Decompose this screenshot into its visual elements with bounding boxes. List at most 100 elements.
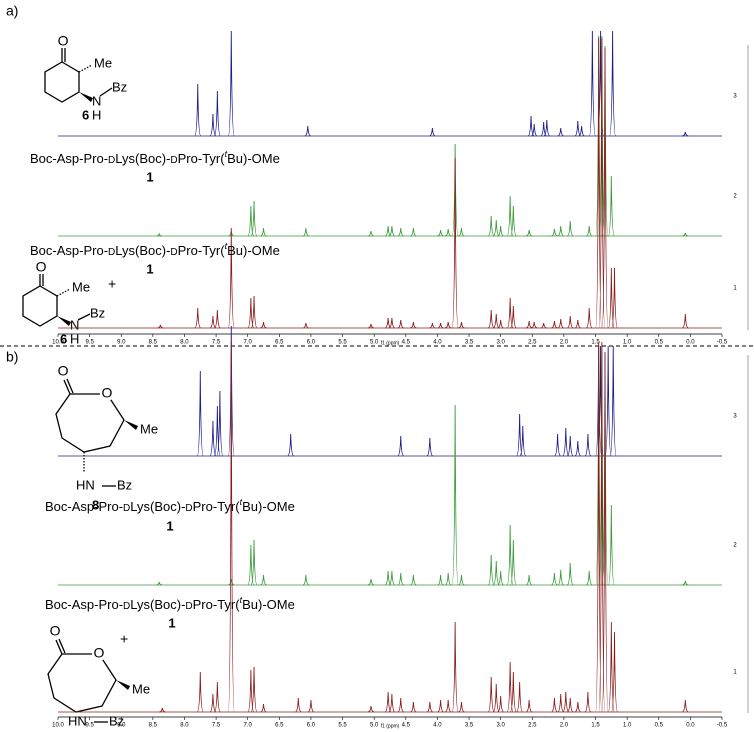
x-tick-label: 9.0 xyxy=(117,723,126,729)
compound-number: 6 xyxy=(60,331,67,346)
plus-sign: + xyxy=(108,276,116,292)
label-segment: D xyxy=(170,247,177,258)
nmr-peak xyxy=(567,697,574,713)
trace-index: 1 xyxy=(733,670,737,676)
trace-index: 2 xyxy=(733,194,737,200)
nmr-peak xyxy=(397,697,404,713)
nmr-peak xyxy=(397,319,404,329)
x-tick-label: 10.0 xyxy=(52,723,64,729)
structure-6: O Me N Bz H 6 xyxy=(22,259,105,346)
nmr-peak xyxy=(557,127,564,137)
atom-label: H xyxy=(92,107,101,122)
nmr-peak xyxy=(451,143,459,237)
x-tick-label: 2.0 xyxy=(560,340,569,346)
nmr-peak xyxy=(250,666,258,713)
label-segment: t xyxy=(240,595,243,605)
label-segment: Pro-Tyr( xyxy=(178,243,226,258)
nmr-peak xyxy=(156,581,163,586)
x-axis-title: f1 (ppm) xyxy=(381,723,400,729)
nmr-peak xyxy=(250,295,258,329)
x-tick-label: 1.0 xyxy=(623,723,632,729)
nmr-peak xyxy=(250,539,258,586)
nmr-peak xyxy=(384,691,392,713)
x-tick-label: 5.5 xyxy=(338,340,347,346)
atom-label: H xyxy=(70,331,79,346)
label-segment: Lys(Boc)- xyxy=(130,597,185,612)
nmr-peak xyxy=(509,205,517,237)
atom-label: O xyxy=(102,385,113,401)
x-tick-label: 8.0 xyxy=(180,340,189,346)
nmr-peak xyxy=(227,325,235,457)
nmr-peak xyxy=(509,671,517,713)
atom-label: Me xyxy=(132,681,150,696)
label-segment: D xyxy=(185,601,192,612)
nmr-peak xyxy=(497,695,504,713)
x-tick-label: 4.5 xyxy=(402,723,411,729)
nmr-peak xyxy=(367,230,375,237)
nmr-peak xyxy=(445,321,452,329)
nmr-peak xyxy=(574,701,581,713)
x-tick-label: 10.0 xyxy=(52,340,64,346)
structure-8: O O Me HN Bz 8 xyxy=(55,363,158,512)
nmr-peak xyxy=(557,318,564,329)
nmr-peak xyxy=(213,90,221,137)
x-tick-label: 3.5 xyxy=(465,340,474,346)
nmr-peak xyxy=(487,309,495,329)
nmr-peak xyxy=(445,699,452,713)
x-tick-label: 6.0 xyxy=(307,340,316,346)
nmr-peak xyxy=(526,574,533,586)
nmr-peak xyxy=(557,693,564,713)
x-tick-label: 8.5 xyxy=(149,723,158,729)
label-segment: D xyxy=(123,503,130,514)
nmr-peak xyxy=(426,701,433,713)
compound-number: 1 xyxy=(166,518,173,533)
nmr-peak xyxy=(611,267,618,329)
atom-label: O xyxy=(94,645,105,661)
nmr-peak xyxy=(247,205,255,237)
x-tick-label: 2.0 xyxy=(560,723,569,729)
nmr-peak xyxy=(247,544,255,586)
x-tick-label: 3.5 xyxy=(465,723,474,729)
nmr-peak xyxy=(213,405,221,457)
compound-label: Boc-Asp-Pro-DLys(Boc)-DPro-Tyr(tBu)-OMe xyxy=(45,595,295,612)
nmr-peak xyxy=(247,669,255,713)
nmr-peak xyxy=(551,320,558,329)
compound-number: 6 xyxy=(82,107,89,122)
panel-label: a) xyxy=(6,3,18,19)
nmr-peak xyxy=(525,699,533,713)
x-tick-label: 6.5 xyxy=(275,723,284,729)
atom-label: Bz xyxy=(117,477,132,492)
nmr-peak xyxy=(451,157,459,329)
nmr-peak xyxy=(531,321,538,329)
nmr-peak xyxy=(492,560,500,586)
nmr-peak xyxy=(388,693,396,713)
nmr-peak xyxy=(388,317,396,329)
nmr-peak xyxy=(260,574,267,586)
label-segment: Pro-Tyr( xyxy=(178,151,226,166)
nmr-peak xyxy=(526,229,533,237)
x-tick-label: 3.0 xyxy=(496,340,505,346)
atom-label: Me xyxy=(72,279,90,294)
label-segment: Boc-Asp-Pro- xyxy=(30,243,108,258)
nmr-peak xyxy=(487,554,495,586)
nmr-peak xyxy=(567,562,574,586)
nmr-peak xyxy=(487,676,495,713)
nmr-peak xyxy=(516,681,524,713)
nmr-peak xyxy=(410,321,417,329)
x-axis-title: f1 (ppm) xyxy=(381,340,400,346)
nmr-peak xyxy=(410,227,417,237)
atom-label: HN xyxy=(76,477,95,492)
nmr-peak xyxy=(196,370,204,457)
plus-sign: + xyxy=(120,631,128,647)
nmr-peak xyxy=(429,322,436,329)
atom-label: N xyxy=(92,93,101,108)
x-tick-label: 1.0 xyxy=(623,340,632,346)
nmr-peak xyxy=(584,433,592,457)
nmr-peak xyxy=(519,425,527,457)
nmr-peak xyxy=(216,390,224,457)
nmr-peak xyxy=(445,572,452,586)
nmr-peak xyxy=(497,225,504,237)
trace-index: 2 xyxy=(733,543,737,549)
nmr-peak xyxy=(607,267,615,329)
x-tick-label: 3.0 xyxy=(496,723,505,729)
